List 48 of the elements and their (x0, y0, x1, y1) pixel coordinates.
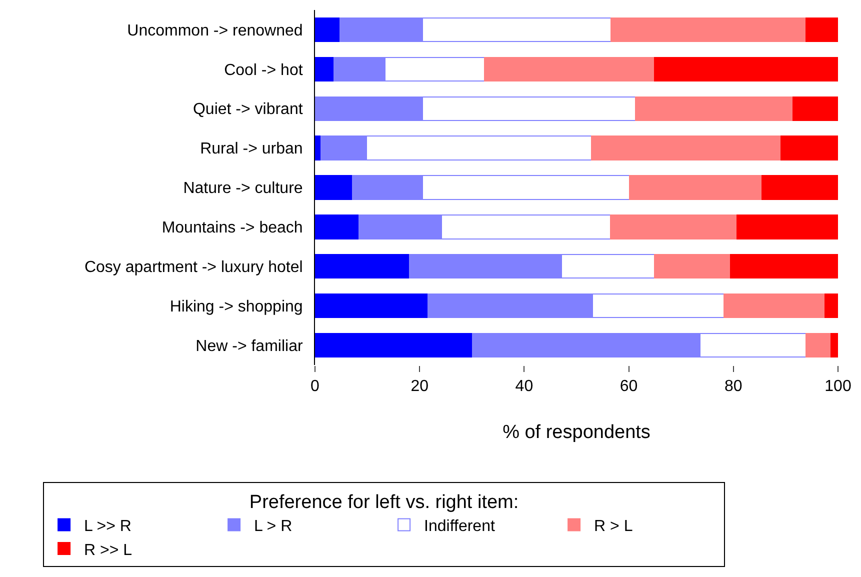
x-tick-label: 60 (620, 378, 638, 396)
y-tick-label: Nature -> culture (183, 180, 303, 198)
bar (780, 136, 838, 160)
y-tick-label: Cool -> hot (224, 62, 304, 79)
bar (654, 56, 838, 82)
bar (723, 294, 826, 318)
y-tick-label: Quiet -> vibrant (192, 101, 304, 118)
bar (315, 214, 360, 240)
bar (315, 17, 341, 42)
bar (315, 56, 334, 82)
bar (315, 136, 322, 160)
legend-label: L >> R (84, 518, 132, 535)
bar (484, 56, 655, 82)
bar (824, 294, 838, 318)
bar (730, 254, 838, 279)
bar (610, 17, 807, 42)
bar (315, 332, 473, 358)
bar (806, 332, 832, 358)
y-tick-label: Rural -> urban (200, 140, 303, 158)
bar (762, 175, 838, 200)
y-tick-label: Mountains -> beach (162, 220, 303, 237)
legend-label: L > R (254, 518, 292, 535)
legend-label: Indifferent (424, 518, 496, 535)
y-tick-label: New -> familiar (196, 338, 304, 355)
bar (628, 175, 763, 200)
x-tick-label: 20 (410, 378, 429, 396)
x-tick-label: 0 (310, 378, 320, 396)
bar (736, 214, 838, 240)
x-tick-label: 100 (824, 378, 852, 396)
x-axis-title: % of respondents (502, 422, 650, 443)
bar (315, 254, 410, 279)
bar (315, 175, 354, 200)
bar (654, 254, 731, 279)
x-tick-label: 40 (515, 378, 534, 396)
bar (315, 294, 428, 318)
legend-label: R >> L (84, 542, 132, 559)
bar (610, 214, 738, 240)
bar (591, 136, 782, 160)
bar (830, 332, 838, 358)
bar (792, 96, 838, 121)
legend-title: Preference for left vs. right item: (249, 492, 519, 513)
legend-label: R > L (594, 518, 633, 535)
x-tick-label: 80 (724, 378, 742, 396)
y-tick-label: Hiking -> shopping (170, 298, 303, 316)
y-tick-label: Uncommon -> renowned (127, 22, 303, 40)
bar (806, 17, 838, 42)
bar (635, 96, 794, 121)
y-tick-label: Cosy apartment -> luxury hotel (84, 258, 303, 276)
